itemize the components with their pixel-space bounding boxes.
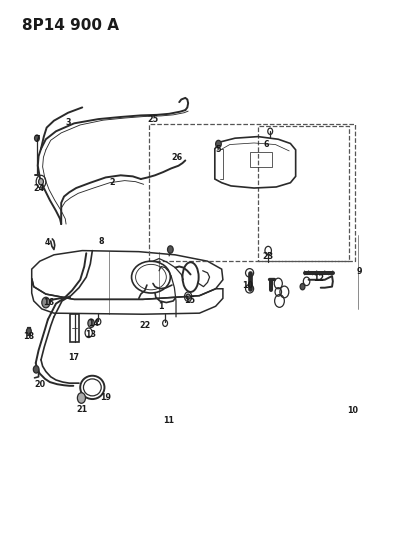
Text: 14: 14 [88, 319, 99, 328]
Text: 20: 20 [34, 379, 45, 389]
Text: 8P14 900 A: 8P14 900 A [22, 18, 118, 33]
Text: 10: 10 [348, 406, 359, 415]
Text: 18: 18 [23, 332, 35, 341]
Text: 11: 11 [164, 416, 175, 425]
Text: 13: 13 [85, 330, 96, 339]
Circle shape [300, 284, 305, 290]
Circle shape [77, 393, 85, 403]
Bar [70, 314, 79, 342]
Text: 5: 5 [215, 146, 221, 155]
Text: 2: 2 [110, 178, 115, 187]
Circle shape [88, 319, 94, 327]
Text: 4: 4 [45, 238, 50, 247]
Text: 22: 22 [139, 321, 151, 330]
Text: 24: 24 [33, 183, 44, 192]
Text: 19: 19 [100, 393, 111, 402]
Text: 7: 7 [34, 135, 40, 144]
Text: 1: 1 [158, 302, 164, 311]
Text: 21: 21 [77, 405, 88, 414]
Text: 16: 16 [44, 298, 55, 307]
Bar [250, 152, 272, 167]
Text: 3: 3 [66, 118, 71, 127]
Text: 9: 9 [357, 268, 362, 276]
Text: 25: 25 [147, 115, 159, 124]
Text: 15: 15 [184, 296, 195, 305]
Bar [258, 126, 349, 261]
Text: 12: 12 [313, 273, 324, 282]
Circle shape [39, 179, 44, 185]
Text: 26: 26 [172, 154, 183, 163]
Circle shape [26, 328, 31, 334]
Text: 17: 17 [68, 353, 79, 362]
Text: 23: 23 [263, 253, 274, 262]
Text: 10: 10 [243, 280, 254, 289]
Text: 6: 6 [263, 140, 269, 149]
Bar [149, 124, 355, 261]
Circle shape [33, 366, 39, 373]
Circle shape [216, 140, 221, 148]
Circle shape [35, 135, 39, 141]
Circle shape [168, 246, 173, 253]
Circle shape [42, 297, 50, 308]
Circle shape [186, 294, 190, 300]
Text: 8: 8 [99, 237, 105, 246]
